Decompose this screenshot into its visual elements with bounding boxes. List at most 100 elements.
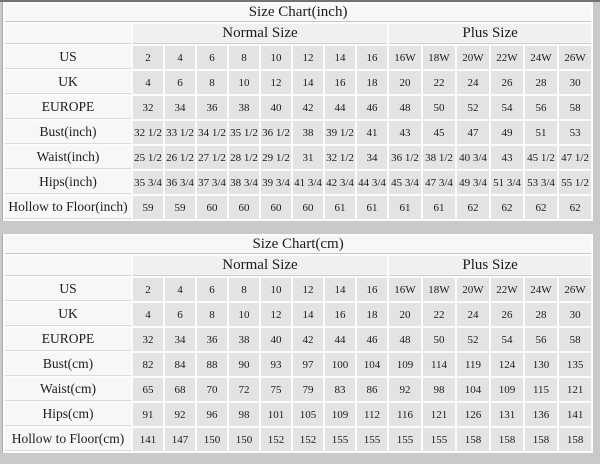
size-value-cell: 82 [133,353,163,376]
size-value-cell: 45 1/2 [525,146,557,169]
size-value-cell: 16 [357,278,387,301]
size-value-cell: 41 [357,121,387,144]
table-row: EUROPE 32 34 36 38 40 42 44 46 48 50 52 54 56 58 [5,96,592,119]
size-value-cell: 37 3/4 [197,171,227,194]
size-value-cell: 135 [559,353,592,376]
size-value-cell: 47 3/4 [423,171,455,194]
table-row: US 2 4 6 8 10 12 14 16 16W 18W 20W 22W 24W 26W [5,46,592,69]
size-value-cell: 26W [559,278,592,301]
page-top-edge-line [0,0,600,2]
size-value-cell: 53 [559,121,592,144]
normal-size-header: Normal Size [133,256,387,276]
size-value-cell: 92 [389,378,421,401]
size-value-cell: 22 [423,303,455,326]
size-value-cell: 14 [293,71,323,94]
size-value-cell: 32 1/2 [133,121,163,144]
size-value-cell: 126 [457,403,489,426]
size-value-cell: 38 [293,121,323,144]
corner-cell [5,256,131,276]
size-value-cell: 121 [559,378,592,401]
size-value-cell: 50 [423,328,455,351]
size-value-cell: 61 [389,196,421,219]
size-value-cell: 46 [357,328,387,351]
size-value-cell: 60 [293,196,323,219]
size-value-cell: 86 [357,378,387,401]
size-value-cell: 38 [229,328,259,351]
size-value-cell: 6 [197,278,227,301]
table-row: US 2 4 6 8 10 12 14 16 16W 18W 20W 22W 24W 26W [5,278,592,301]
size-value-cell: 34 [357,146,387,169]
size-value-cell: 32 [133,96,163,119]
table-row: Bust(inch) 32 1/2 33 1/2 34 1/2 35 1/2 36 1/2… [5,121,592,144]
size-value-cell: 39 1/2 [325,121,355,144]
size-value-cell: 52 [457,96,489,119]
size-value-cell: 84 [165,353,195,376]
size-value-cell: 61 [357,196,387,219]
size-value-cell: 54 [491,328,523,351]
size-value-cell: 2 [133,278,163,301]
size-value-cell: 8 [197,71,227,94]
size-value-cell: 158 [559,428,592,451]
size-value-cell: 55 1/2 [559,171,592,194]
size-value-cell: 33 1/2 [165,121,195,144]
title-row: Size Chart(cm) [5,236,592,254]
size-value-cell: 62 [559,196,592,219]
size-value-cell: 59 [165,196,195,219]
size-value-cell: 26 [491,303,523,326]
size-value-cell: 49 3/4 [457,171,489,194]
size-value-cell: 155 [325,428,355,451]
size-value-cell: 155 [423,428,455,451]
size-value-cell: 12 [293,46,323,69]
size-value-cell: 141 [133,428,163,451]
size-value-cell: 36 3/4 [165,171,195,194]
size-value-cell: 150 [229,428,259,451]
size-value-cell: 26 [491,71,523,94]
size-value-cell: 61 [325,196,355,219]
size-value-cell: 36 1/2 [389,146,421,169]
size-value-cell: 22 [423,71,455,94]
size-value-cell: 34 [165,328,195,351]
size-value-cell: 8 [229,278,259,301]
size-chart-cm-body: US 2 4 6 8 10 12 14 16 16W 18W 20W 22W 24W 26W UK 4 6 8 10 1… [5,278,592,451]
table-row: EUROPE 32 34 36 38 40 42 44 46 48 50 52 54 56 58 [5,328,592,351]
size-value-cell: 22W [491,46,523,69]
size-value-cell: 38 1/2 [423,146,455,169]
size-value-cell: 44 [325,328,355,351]
size-value-cell: 38 3/4 [229,171,259,194]
size-value-cell: 48 [389,328,421,351]
size-value-cell: 91 [133,403,163,426]
size-group-row: Normal Size Plus Size [5,24,592,44]
size-value-cell: 79 [293,378,323,401]
size-value-cell: 34 1/2 [197,121,227,144]
size-value-cell: 25 1/2 [133,146,163,169]
size-value-cell: 12 [293,278,323,301]
size-value-cell: 4 [165,278,195,301]
size-value-cell: 68 [165,378,195,401]
size-value-cell: 2 [133,46,163,69]
size-value-cell: 4 [133,71,163,94]
size-value-cell: 43 [491,146,523,169]
size-value-cell: 115 [525,378,557,401]
size-value-cell: 31 [293,146,323,169]
size-value-cell: 40 [261,328,291,351]
size-value-cell: 61 [423,196,455,219]
size-value-cell: 65 [133,378,163,401]
size-value-cell: 62 [491,196,523,219]
size-value-cell: 40 3/4 [457,146,489,169]
table-row: UK 4 6 8 10 12 14 16 18 20 22 24 26 28 30 [5,71,592,94]
size-value-cell: 12 [261,71,291,94]
size-value-cell: 51 [525,121,557,144]
size-value-cell: 26W [559,46,592,69]
size-value-cell: 48 [389,96,421,119]
size-value-cell: 42 [293,328,323,351]
size-value-cell: 18W [423,46,455,69]
size-chart-inch-table: Size Chart(inch) Normal Size Plus Size U… [2,2,594,221]
size-value-cell: 93 [261,353,291,376]
size-value-cell: 49 [491,121,523,144]
row-label: Bust(cm) [5,353,131,376]
row-label: Waist(inch) [5,146,131,169]
size-value-cell: 56 [525,328,557,351]
corner-cell [5,24,131,44]
table-row: Hollow to Floor(cm) 141 147 150 150 152 152 155… [5,428,592,451]
row-label: Hips(inch) [5,171,131,194]
